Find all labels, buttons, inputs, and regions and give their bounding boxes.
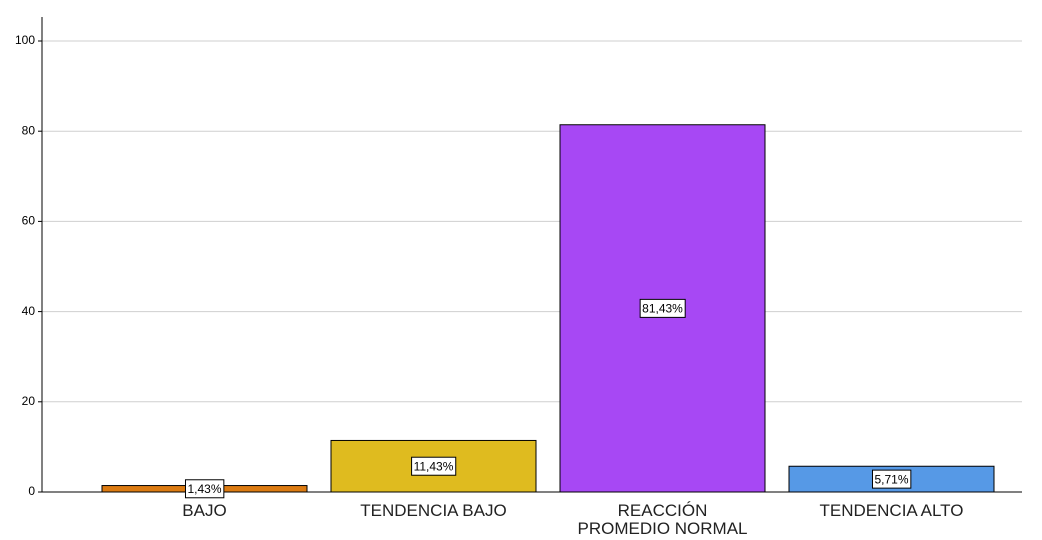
- value-label: 1,43%: [187, 482, 221, 496]
- y-tick-label: 100: [15, 33, 35, 47]
- y-tick-label: 20: [22, 394, 36, 408]
- value-label-group: 11,43%: [411, 456, 457, 476]
- value-label-group: 5,71%: [871, 469, 912, 489]
- x-tick-label: REACCIÓN PROMEDIO NORMAL: [577, 501, 748, 538]
- y-tick-label: 80: [22, 123, 36, 137]
- value-label: 81,43%: [642, 302, 683, 316]
- value-label: 5,71%: [874, 472, 908, 486]
- value-label-box: [411, 456, 457, 476]
- value-label: 11,43%: [414, 459, 454, 473]
- y-tick-label: 0: [28, 484, 35, 498]
- x-tick-label: BAJO: [182, 501, 227, 520]
- y-tick-label: 60: [22, 214, 36, 228]
- y-tick-label: 40: [22, 304, 36, 318]
- value-label-box: [871, 469, 912, 489]
- x-tick-label: TENDENCIA ALTO: [819, 501, 964, 520]
- value-label-box: [639, 298, 686, 318]
- x-tick-label: TENDENCIA BAJO: [360, 501, 507, 520]
- value-label-box: [184, 479, 225, 499]
- value-label-group: 1,43%: [184, 479, 225, 499]
- value-label-group: 81,43%: [639, 298, 686, 318]
